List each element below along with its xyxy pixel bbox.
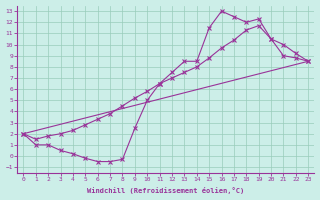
X-axis label: Windchill (Refroidissement éolien,°C): Windchill (Refroidissement éolien,°C) (87, 187, 244, 194)
